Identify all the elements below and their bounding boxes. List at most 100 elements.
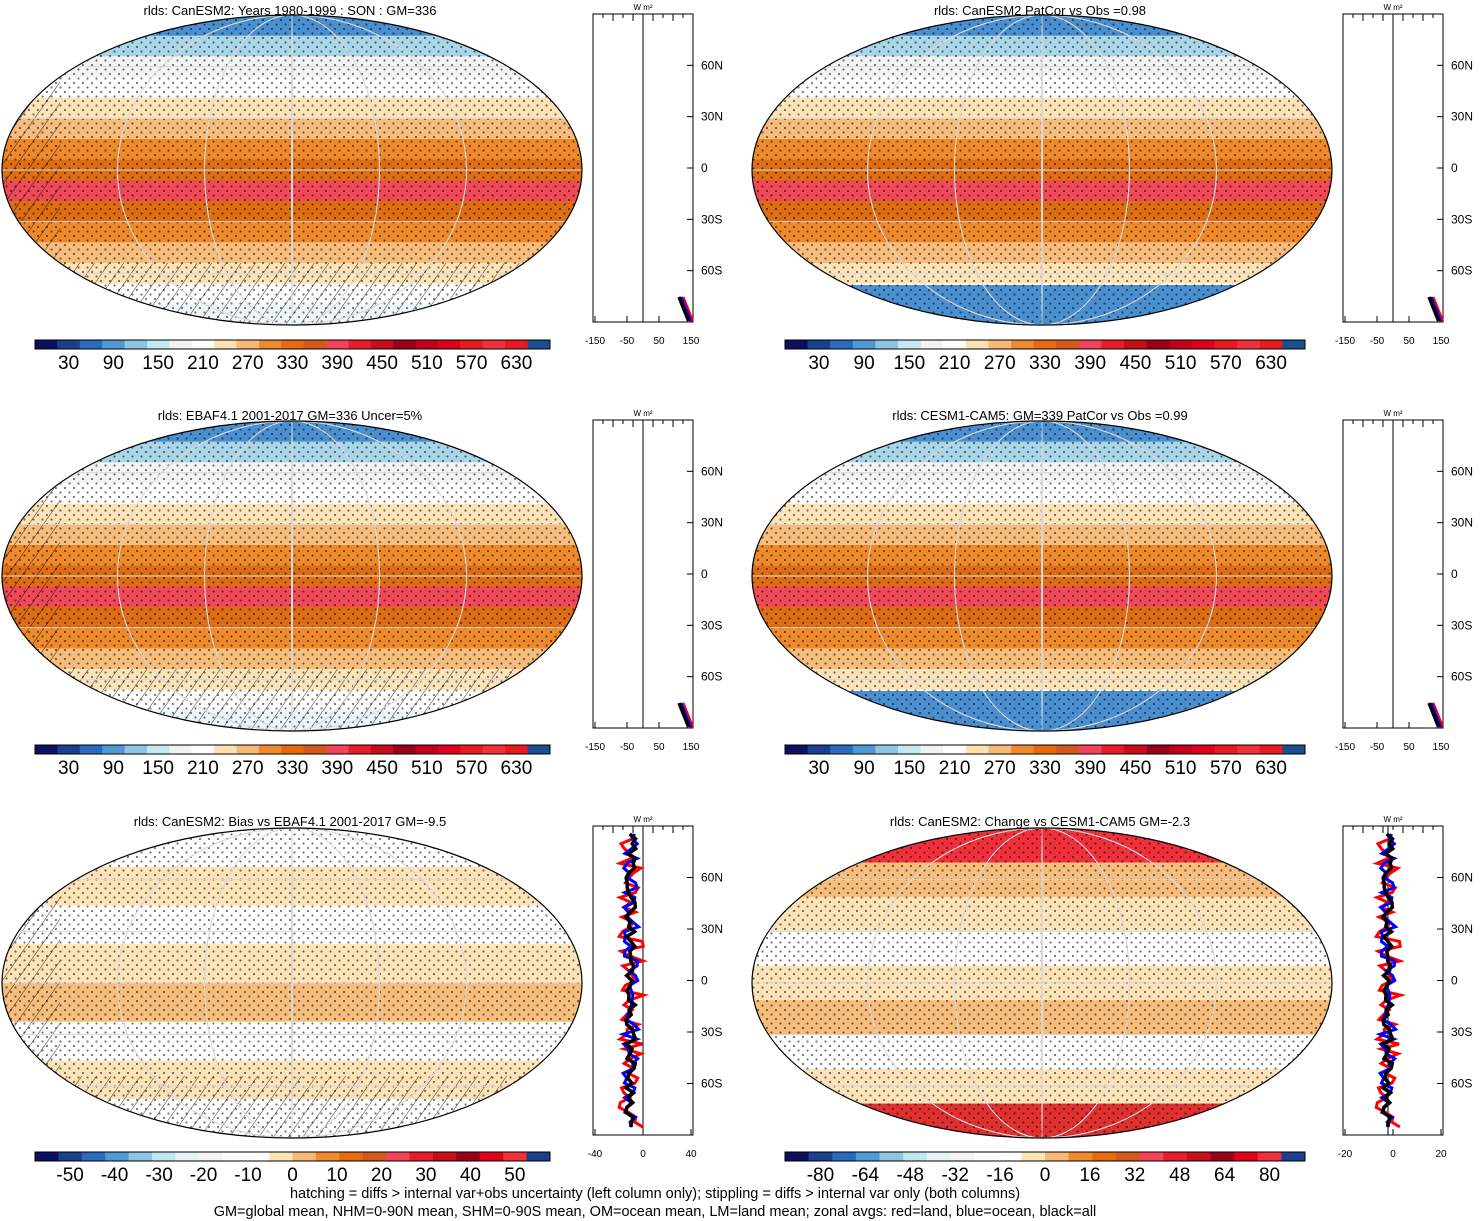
longitude-gridline bbox=[1041, 15, 1043, 325]
colorbar-swatch bbox=[370, 340, 394, 349]
zonal-x-label: -50 bbox=[620, 742, 635, 753]
colorbar-label: -10 bbox=[234, 1165, 262, 1186]
colorbar-label: 570 bbox=[455, 758, 488, 779]
colorbar-swatch bbox=[1214, 745, 1238, 754]
colorbar-swatch bbox=[830, 340, 854, 349]
zonal-lat-label: 30S bbox=[1451, 212, 1472, 226]
colorbar-swatch bbox=[460, 745, 484, 754]
zonal-units: W m² bbox=[633, 3, 652, 12]
panel-title-4: rlds: CESM1-CAM5: GM=339 PatCor vs Obs =… bbox=[892, 408, 1188, 423]
colorbar-swatch bbox=[1101, 745, 1125, 754]
colorbar-swatch bbox=[124, 745, 148, 754]
colorbar-swatch bbox=[79, 340, 103, 349]
colorbar-label: 390 bbox=[321, 353, 354, 374]
colorbar-swatch bbox=[35, 1152, 59, 1161]
map-panel-6 bbox=[751, 827, 1333, 1139]
colorbar-swatch bbox=[965, 745, 989, 754]
map-panel-1 bbox=[1, 14, 583, 326]
colorbar-swatch bbox=[1237, 340, 1261, 349]
colorbar-swatch bbox=[191, 340, 215, 349]
zonal-line bbox=[1431, 296, 1444, 322]
colorbar-label: 210 bbox=[187, 758, 219, 779]
colorbar-label: 210 bbox=[938, 353, 971, 374]
longitude-gridline bbox=[1041, 421, 1043, 731]
colorbar-swatch bbox=[105, 1152, 130, 1161]
zonal-x-label: -50 bbox=[1370, 336, 1385, 347]
colorbar-swatch bbox=[920, 340, 944, 349]
colorbar-swatch bbox=[479, 1152, 504, 1161]
zonal-line bbox=[623, 832, 639, 1128]
zonal-lat-label: 30S bbox=[701, 212, 722, 226]
zonal-line bbox=[1427, 296, 1441, 322]
colorbar-swatch bbox=[175, 1152, 200, 1161]
colorbar-swatch bbox=[1169, 340, 1193, 349]
zonal-x-label: 150 bbox=[683, 742, 700, 753]
colorbar-swatch bbox=[1146, 745, 1170, 754]
zonal-panel-4: -150 -50 50 150 W m² 60N 30N 0 30S 60S bbox=[1335, 409, 1473, 753]
zonal-lat-label: 60N bbox=[701, 871, 723, 885]
zonal-x-label: -20 bbox=[1338, 1149, 1353, 1160]
colorbar-swatch bbox=[1282, 745, 1306, 754]
longitude-gridline bbox=[117, 15, 467, 325]
colorbar-label: 270 bbox=[983, 353, 1016, 374]
colorbar-swatch bbox=[1191, 340, 1216, 349]
colorbar-label: 30 bbox=[415, 1165, 437, 1186]
longitude-gridline bbox=[954, 15, 1130, 325]
colorbar-frame bbox=[34, 339, 551, 350]
map-panel-4 bbox=[751, 420, 1333, 732]
zonal-x-label: 50 bbox=[1403, 742, 1415, 753]
colorbar-label: 30 bbox=[58, 353, 80, 374]
colorbar-label: 150 bbox=[893, 353, 926, 374]
colorbar-swatch bbox=[269, 1152, 293, 1161]
colorbar-label: 30 bbox=[808, 353, 830, 374]
colorbar-swatch bbox=[152, 1152, 176, 1161]
zonal-lat-label: 30S bbox=[701, 1025, 722, 1039]
zonal-panel-1: -150 -50 50 150 W m² 60N 30N 0 30S 60S bbox=[585, 3, 723, 347]
colorbar-label: 64 bbox=[1214, 1165, 1236, 1186]
colorbar-swatch bbox=[855, 1152, 881, 1161]
colorbar-swatch bbox=[460, 340, 484, 349]
footnote-line-2: GM=global mean, NHM=0-90N mean, SHM=0-90… bbox=[213, 1204, 1097, 1220]
colorbar-frame bbox=[784, 339, 1306, 350]
colorbar-label: -32 bbox=[941, 1165, 969, 1186]
zonal-panel-2: -150 -50 50 150 W m² 60N 30N 0 30S 60S bbox=[1335, 3, 1473, 347]
colorbar-swatch bbox=[79, 745, 103, 754]
colorbar-label: 150 bbox=[142, 758, 174, 779]
colorbar-swatch bbox=[370, 745, 394, 754]
colorbar-swatch bbox=[362, 1152, 387, 1161]
colorbar-6 bbox=[784, 1151, 1306, 1162]
zonal-x-label: 50 bbox=[1403, 336, 1415, 347]
zonal-x-label: 0 bbox=[640, 1149, 646, 1160]
longitude-gridline bbox=[204, 421, 380, 731]
colorbar-swatch bbox=[875, 745, 899, 754]
colorbar-swatch bbox=[81, 1152, 106, 1161]
colorbar-swatch bbox=[1115, 1152, 1141, 1161]
zonal-lat-label: 60S bbox=[701, 264, 722, 278]
colorbar-swatch bbox=[807, 340, 831, 349]
zonal-line bbox=[681, 296, 694, 322]
colorbar-swatch bbox=[128, 1152, 153, 1161]
zonal-lat-label: 30S bbox=[701, 618, 722, 632]
zonal-units: W m² bbox=[633, 409, 652, 418]
colorbar-swatch bbox=[281, 745, 305, 754]
zonal-x-label: 40 bbox=[685, 1149, 697, 1160]
colorbar-swatch bbox=[875, 340, 899, 349]
longitude-gridline bbox=[117, 828, 467, 1138]
colorbar-swatch bbox=[1139, 1152, 1164, 1161]
colorbar-label: 32 bbox=[1124, 1165, 1146, 1186]
longitude-gridline bbox=[954, 828, 1130, 1138]
longitude-gridline bbox=[291, 15, 293, 325]
colorbar-label: 390 bbox=[321, 758, 354, 779]
zonal-x-label: 50 bbox=[653, 336, 665, 347]
colorbar-swatch bbox=[198, 1152, 223, 1161]
colorbar-label: 630 bbox=[1255, 758, 1287, 779]
colorbar-label: 10 bbox=[326, 1165, 348, 1186]
zonal-x-label: 150 bbox=[1433, 742, 1450, 753]
colorbar-label: 20 bbox=[370, 1165, 393, 1186]
colorbar-swatch bbox=[988, 340, 1012, 349]
colorbar-swatch bbox=[303, 340, 327, 349]
colorbar-label: 150 bbox=[893, 758, 926, 779]
colorbar-swatch bbox=[943, 340, 967, 349]
longitude-gridline bbox=[867, 15, 1217, 325]
